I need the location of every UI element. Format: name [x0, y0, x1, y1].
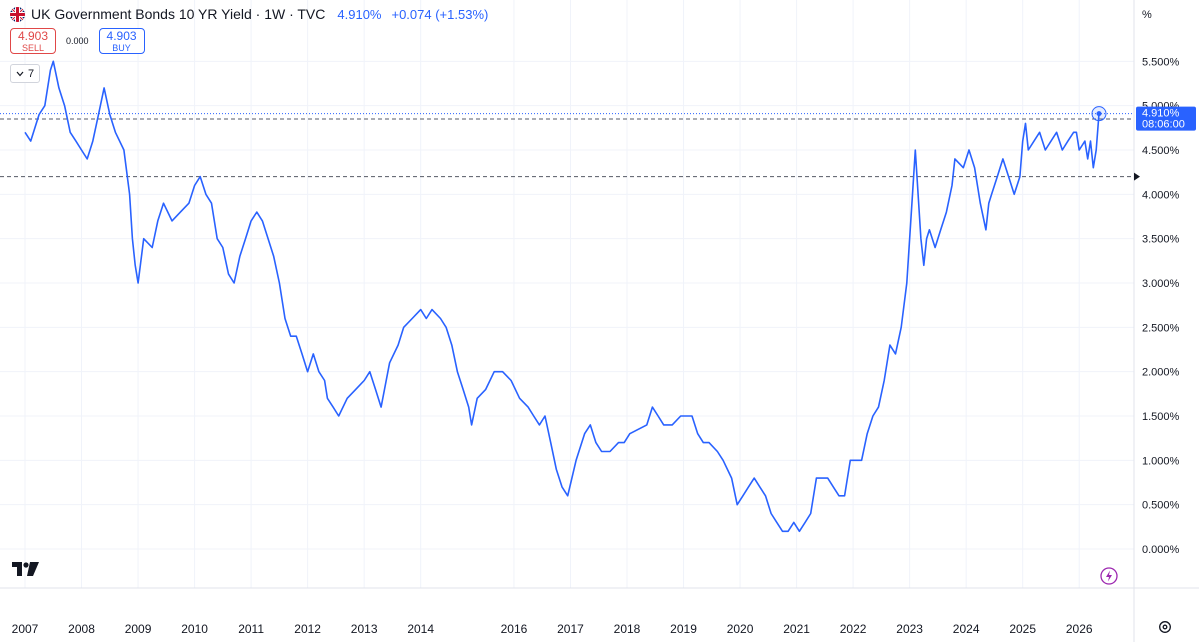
x-tick-label: 2008 — [68, 622, 95, 636]
x-tick-label: 2009 — [125, 622, 152, 636]
flash-icon[interactable] — [1100, 567, 1118, 585]
x-tick-label: 2011 — [238, 622, 264, 636]
last-point-dot — [1096, 111, 1102, 117]
x-tick-label: 2012 — [294, 622, 321, 636]
series-line — [24, 60, 1100, 533]
x-tick-label: 2023 — [896, 622, 923, 636]
price-scale: 0.000% 0.500% 1.000% 1.500% 2.000% 2.500% 3.00… — [1142, 56, 1180, 556]
x-tick-label: 2025 — [1009, 622, 1036, 636]
price-change: +0.074 (+1.53%) — [391, 6, 489, 22]
sell-label: SELL — [21, 43, 45, 53]
x-tick-label: 2007 — [12, 622, 39, 636]
tradingview-logo-icon[interactable] — [12, 562, 40, 581]
chart-header: UK Government Bonds 10 YR Yield · 1W · T… — [10, 6, 488, 22]
current-price-label: 4.910% 08:06:00 — [1136, 106, 1196, 131]
y-tick-label: 0.500% — [1142, 500, 1180, 512]
trade-panel: 4.903 SELL 0.000 4.903 BUY — [10, 28, 145, 54]
y-tick-label: 2.000% — [1142, 367, 1180, 379]
y-tick-label: 1.000% — [1142, 455, 1180, 467]
time-scale: 2007 2008 2009 2010 2011 2012 2013 2014 2016 2017… — [12, 622, 1093, 636]
x-tick-label: 2013 — [351, 622, 378, 636]
buy-label: BUY — [112, 43, 131, 53]
y-tick-label: 4.000% — [1142, 189, 1180, 201]
x-tick-label: 2017 — [557, 622, 584, 636]
last-price-marker — [0, 106, 1134, 122]
sell-price: 4.903 — [17, 29, 49, 43]
x-tick-label: 2010 — [181, 622, 208, 636]
y-tick-label: 0.000% — [1142, 544, 1180, 556]
y-tick-label: 4.500% — [1142, 145, 1180, 157]
x-tick-label: 2018 — [614, 622, 641, 636]
current-price-countdown: 08:06:00 — [1142, 119, 1185, 131]
indicators-toggle[interactable]: 7 — [10, 64, 41, 83]
y-tick-label: 3.500% — [1142, 234, 1180, 246]
horizontal-reference-lines — [0, 118, 1134, 178]
x-tick-label: 2014 — [407, 622, 434, 636]
y-tick-label: 5.500% — [1142, 56, 1180, 68]
y-tick-label: 3.000% — [1142, 278, 1180, 290]
current-price-label-bg — [1136, 106, 1196, 131]
current-price-value: 4.910% — [1142, 108, 1180, 120]
x-tick-label: 2024 — [953, 622, 980, 636]
spread-value: 0.000 — [66, 36, 89, 46]
sell-button[interactable]: 4.903 SELL — [10, 28, 56, 54]
y-tick-label: 1.500% — [1142, 411, 1180, 423]
level-arrow-marker — [1134, 172, 1140, 181]
x-tick-label: 2019 — [670, 622, 697, 636]
uk-flag-icon — [10, 6, 25, 22]
x-tick-label: 2021 — [783, 622, 810, 636]
x-tick-label: 2020 — [727, 622, 754, 636]
x-tick-label: 2022 — [840, 622, 867, 636]
x-tick-label: 2026 — [1066, 622, 1093, 636]
last-price: 4.910% — [337, 6, 382, 22]
buy-price: 4.903 — [106, 29, 137, 43]
buy-button[interactable]: 4.903 BUY — [98, 28, 145, 54]
y-tick-label: 2.500% — [1142, 322, 1180, 334]
indicator-count: 7 — [28, 67, 35, 80]
symbol-title[interactable]: UK Government Bonds 10 YR Yield · 1W · T… — [31, 6, 326, 22]
settings-icon[interactable] — [1158, 620, 1172, 634]
price-scale-unit[interactable]: % — [1142, 9, 1152, 21]
x-tick-label: 2016 — [501, 622, 528, 636]
chart-grid — [0, 0, 1134, 588]
chevron-down-icon — [16, 68, 24, 80]
